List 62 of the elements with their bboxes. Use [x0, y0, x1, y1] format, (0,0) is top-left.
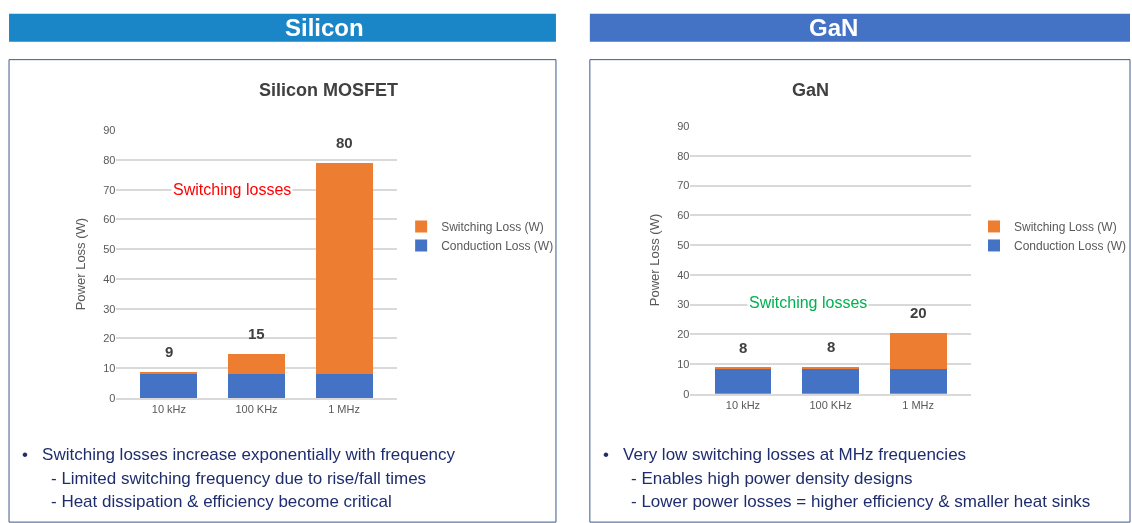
bar	[315, 162, 373, 375]
y-tick-label: 30	[103, 302, 116, 315]
annotation: Switching losses	[173, 181, 292, 198]
x-tick-label: 10 kHz	[151, 402, 187, 415]
y-tick-label: 40	[677, 268, 690, 281]
text: - Lower power losses = higher efficiency & smaller heat sinks	[631, 492, 1091, 511]
x-tick-label: 100 KHz	[809, 398, 852, 411]
y-tick-label: 20	[103, 332, 116, 345]
chart-title: GaN	[809, 14, 859, 41]
total-label: 8	[739, 339, 748, 356]
y-tick-label: 10	[103, 362, 116, 375]
y-tick-label: 60	[677, 209, 690, 222]
text: - Heat dissipation & efficiency become critical	[51, 492, 392, 511]
bar	[140, 374, 198, 398]
y-tick-label: 80	[103, 153, 116, 166]
y-tick-label: 0	[109, 391, 116, 404]
annotation: Switching losses	[749, 294, 868, 311]
y-tick-label: 90	[103, 124, 116, 137]
text: - Enables high power density designs	[631, 469, 913, 488]
y-tick-label: 70	[103, 183, 116, 196]
chart-title: Silicon	[285, 14, 364, 41]
y-tick-label: 0	[683, 387, 690, 400]
y-tick-label: 60	[103, 213, 116, 226]
y-tick-label: 80	[677, 149, 690, 162]
chart-subtitle: GaN	[792, 80, 830, 100]
y-tick-label: 40	[103, 272, 116, 285]
text: - Limited switching frequency due to rise/fall times	[51, 469, 427, 488]
text: • Switching losses increase exponentially with frequency	[22, 445, 456, 464]
bar	[714, 368, 772, 394]
y-tick-label: 30	[677, 298, 690, 311]
bar	[228, 353, 285, 375]
x-tick-label: 10 kHz	[725, 398, 761, 411]
bar	[228, 374, 285, 398]
y-tick-label: 50	[677, 238, 690, 251]
chart-subtitle: Silicon MOSFET	[259, 80, 399, 100]
total-label: 20	[910, 304, 927, 321]
bar	[802, 367, 860, 370]
text: • Very low switching losses at MHz frequencies	[603, 445, 967, 464]
y-tick-label: 20	[677, 328, 690, 341]
y-tick-label: 50	[103, 243, 116, 256]
y-axis-title: Power Loss (W)	[73, 217, 89, 311]
total-label: 80	[336, 134, 353, 151]
x-tick-label: 100 KHz	[235, 402, 278, 415]
total-label: 8	[827, 338, 836, 355]
bar	[889, 368, 947, 394]
y-tick-label: 70	[677, 179, 690, 192]
y-tick-label: 10	[677, 357, 690, 370]
bar	[315, 374, 373, 398]
x-tick-label: 1 MHz	[328, 402, 360, 415]
y-tick-label: 90	[677, 119, 690, 132]
total-label: 9	[165, 343, 174, 360]
legend-label: Switching Loss (W)	[441, 220, 544, 235]
legend-label: Switching Loss (W)	[1014, 220, 1117, 235]
bar	[889, 332, 947, 369]
legend-label: Conduction Loss (W)	[441, 239, 554, 254]
x-tick-label: 1 MHz	[902, 398, 935, 411]
legend-label: Conduction Loss (W)	[1014, 239, 1127, 254]
total-label: 15	[248, 325, 265, 342]
bar	[140, 372, 198, 375]
bar	[802, 368, 860, 394]
y-axis-title: Power Loss (W)	[647, 213, 663, 307]
bar	[714, 367, 772, 370]
